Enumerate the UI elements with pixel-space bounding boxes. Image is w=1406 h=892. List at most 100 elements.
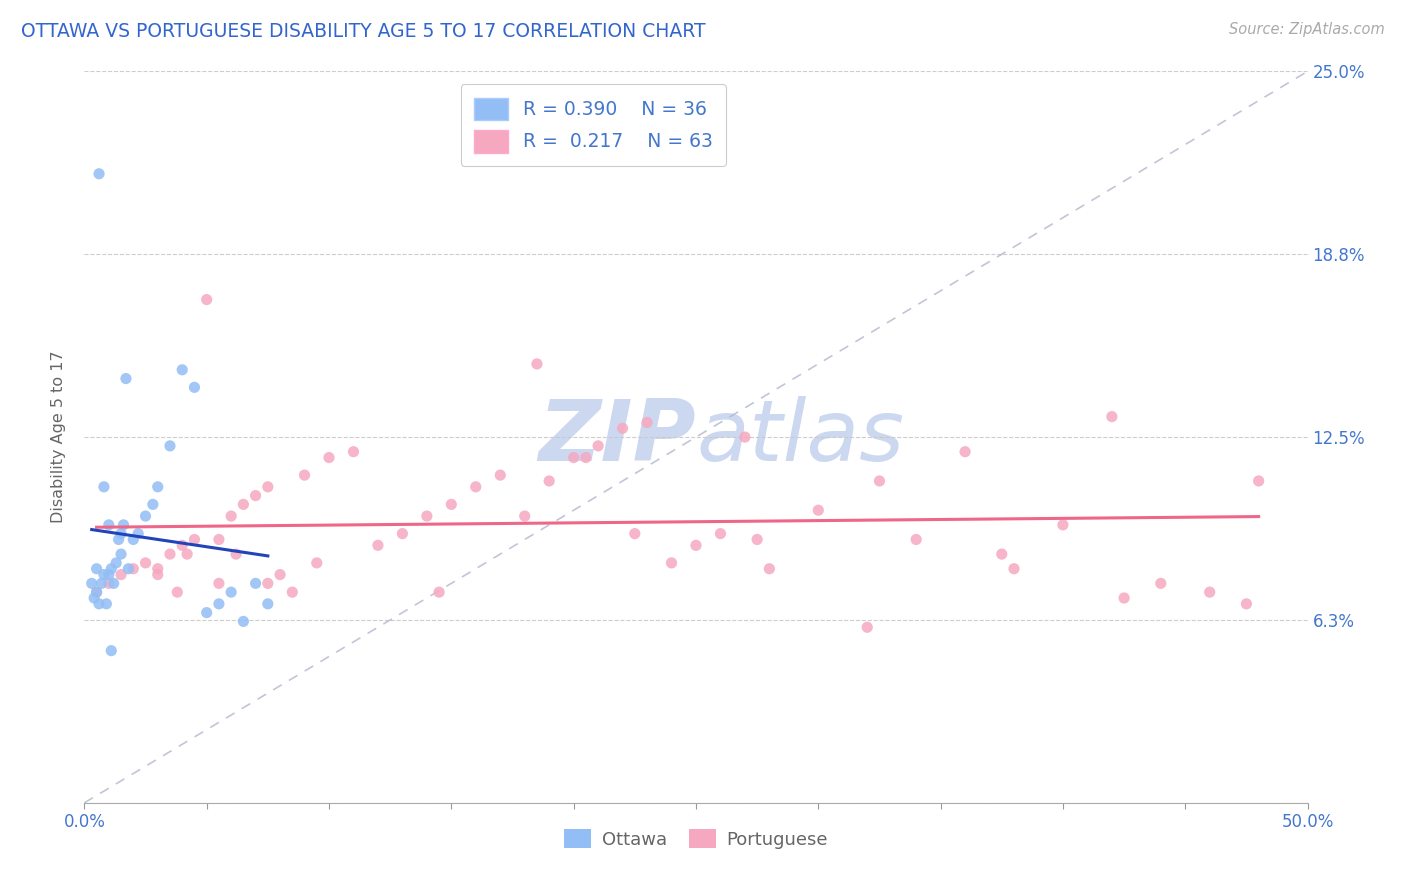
- Point: [513, 509, 536, 524]
- Point: [440, 497, 463, 511]
- Point: [526, 357, 548, 371]
- Point: [953, 444, 976, 458]
- Point: [1150, 576, 1173, 591]
- Point: [758, 562, 780, 576]
- Point: [100, 562, 122, 576]
- Point: [416, 509, 439, 524]
- Point: [117, 562, 139, 576]
- Point: [172, 538, 194, 552]
- Point: [538, 474, 561, 488]
- Text: ZIP: ZIP: [538, 395, 696, 479]
- Text: atlas: atlas: [696, 395, 904, 479]
- Point: [172, 363, 194, 377]
- Point: [110, 567, 132, 582]
- Point: [87, 597, 110, 611]
- Point: [219, 509, 242, 524]
- Point: [245, 489, 267, 503]
- Y-axis label: Disability Age 5 to 17: Disability Age 5 to 17: [51, 351, 66, 524]
- Point: [90, 576, 112, 591]
- Point: [734, 430, 756, 444]
- Point: [269, 567, 291, 582]
- Point: [115, 371, 138, 385]
- Text: OTTAWA VS PORTUGUESE DISABILITY AGE 5 TO 17 CORRELATION CHART: OTTAWA VS PORTUGUESE DISABILITY AGE 5 TO…: [21, 22, 706, 41]
- Point: [391, 526, 413, 541]
- Legend: Ottawa, Portuguese: Ottawa, Portuguese: [557, 822, 835, 856]
- Point: [586, 439, 609, 453]
- Point: [159, 547, 181, 561]
- Text: Source: ZipAtlas.com: Source: ZipAtlas.com: [1229, 22, 1385, 37]
- Point: [624, 526, 647, 541]
- Point: [93, 480, 115, 494]
- Point: [176, 547, 198, 561]
- Point: [1052, 517, 1074, 532]
- Point: [146, 562, 169, 576]
- Point: [1198, 585, 1220, 599]
- Point: [225, 547, 247, 561]
- Point: [245, 576, 267, 591]
- Point: [135, 509, 157, 524]
- Point: [661, 556, 683, 570]
- Point: [257, 597, 280, 611]
- Point: [294, 468, 316, 483]
- Point: [86, 562, 108, 576]
- Point: [685, 538, 707, 552]
- Point: [110, 547, 132, 561]
- Point: [318, 450, 340, 465]
- Point: [219, 585, 242, 599]
- Point: [257, 480, 280, 494]
- Point: [183, 380, 205, 394]
- Point: [1236, 597, 1258, 611]
- Point: [257, 576, 280, 591]
- Point: [1114, 591, 1136, 605]
- Point: [232, 615, 254, 629]
- Point: [195, 606, 218, 620]
- Point: [562, 450, 585, 465]
- Point: [135, 556, 157, 570]
- Point: [97, 517, 120, 532]
- Point: [105, 556, 128, 570]
- Point: [122, 562, 145, 576]
- Point: [905, 533, 928, 547]
- Point: [1002, 562, 1025, 576]
- Point: [100, 643, 122, 657]
- Point: [709, 526, 731, 541]
- Point: [97, 576, 120, 591]
- Point: [159, 439, 181, 453]
- Point: [305, 556, 328, 570]
- Point: [96, 597, 118, 611]
- Point: [183, 533, 205, 547]
- Point: [146, 480, 169, 494]
- Point: [464, 480, 486, 494]
- Point: [1101, 409, 1123, 424]
- Point: [869, 474, 891, 488]
- Point: [103, 576, 125, 591]
- Point: [807, 503, 830, 517]
- Point: [112, 517, 135, 532]
- Point: [342, 444, 364, 458]
- Point: [97, 567, 120, 582]
- Point: [232, 497, 254, 511]
- Point: [127, 526, 149, 541]
- Point: [856, 620, 879, 634]
- Point: [107, 533, 129, 547]
- Point: [80, 576, 103, 591]
- Point: [489, 468, 512, 483]
- Point: [87, 167, 110, 181]
- Point: [110, 526, 132, 541]
- Point: [122, 533, 145, 547]
- Point: [208, 597, 231, 611]
- Point: [281, 585, 304, 599]
- Point: [367, 538, 389, 552]
- Point: [195, 293, 218, 307]
- Point: [146, 567, 169, 582]
- Point: [93, 567, 115, 582]
- Point: [208, 533, 231, 547]
- Point: [83, 591, 105, 605]
- Point: [747, 533, 769, 547]
- Point: [86, 585, 108, 599]
- Point: [142, 497, 165, 511]
- Point: [636, 416, 658, 430]
- Point: [208, 576, 231, 591]
- Point: [575, 450, 598, 465]
- Point: [1247, 474, 1270, 488]
